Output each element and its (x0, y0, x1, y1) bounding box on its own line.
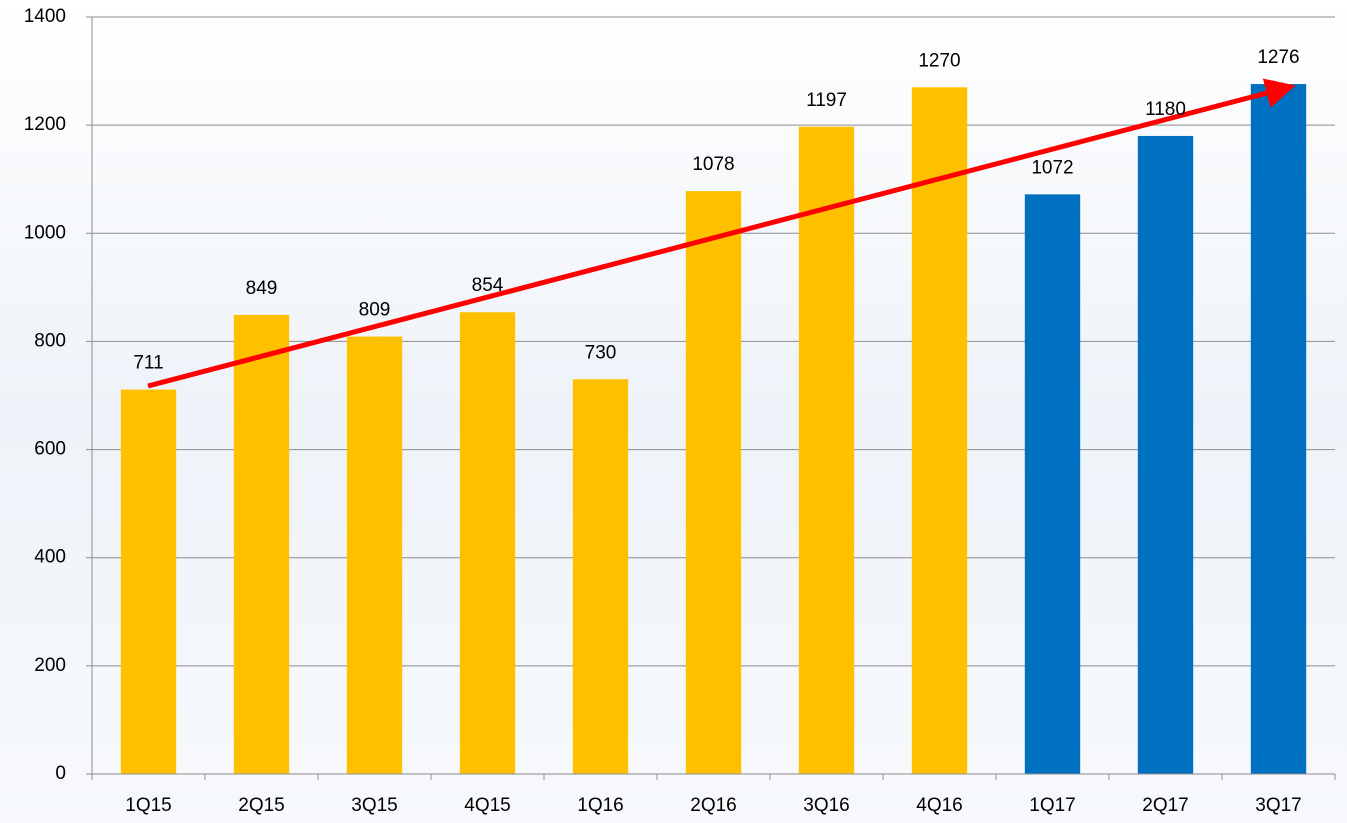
bar (120, 389, 177, 774)
x-tick-label: 3Q16 (803, 795, 849, 816)
x-tick-label: 2Q15 (238, 795, 284, 816)
y-tick-label: 600 (34, 439, 66, 460)
y-tick-label: 200 (34, 655, 66, 676)
bar (346, 336, 403, 774)
x-tick-label: 2Q17 (1142, 795, 1188, 816)
x-tick-label: 3Q17 (1255, 795, 1301, 816)
x-tick-label: 1Q15 (125, 795, 171, 816)
value-label: 849 (246, 278, 278, 299)
value-label: 1072 (1031, 157, 1073, 178)
value-label: 1270 (918, 50, 960, 71)
value-label: 1197 (806, 90, 847, 111)
trend-arrow (147, 78, 1296, 389)
value-label: 730 (585, 342, 617, 363)
bar (459, 312, 516, 774)
bar (1024, 194, 1081, 775)
y-tick-label: 1200 (24, 114, 66, 135)
bar (911, 87, 968, 775)
value-label: 1276 (1257, 47, 1299, 68)
x-tick-label: 1Q16 (577, 795, 623, 816)
bar (572, 379, 629, 774)
x-tick-label: 1Q17 (1029, 795, 1075, 816)
value-label: 809 (359, 300, 391, 321)
y-tick-label: 1400 (24, 6, 66, 27)
value-label: 1180 (1145, 99, 1186, 120)
y-tick-label: 0 (55, 763, 66, 784)
bar (1250, 84, 1307, 774)
y-tick-label: 800 (34, 330, 66, 351)
y-tick-label: 400 (34, 547, 66, 568)
x-tick-label: 2Q16 (690, 795, 736, 816)
value-label: 1078 (692, 154, 734, 175)
x-tick-label: 3Q15 (351, 795, 397, 816)
value-label: 854 (472, 275, 504, 296)
bar (685, 191, 742, 775)
bar (233, 314, 290, 774)
bar (1137, 135, 1194, 774)
x-tick-label: 4Q15 (464, 795, 510, 816)
bar (798, 126, 855, 774)
value-label: 711 (133, 353, 163, 374)
x-tick-label: 4Q16 (916, 795, 962, 816)
y-tick-label: 1000 (24, 222, 66, 243)
bars (120, 84, 1307, 775)
